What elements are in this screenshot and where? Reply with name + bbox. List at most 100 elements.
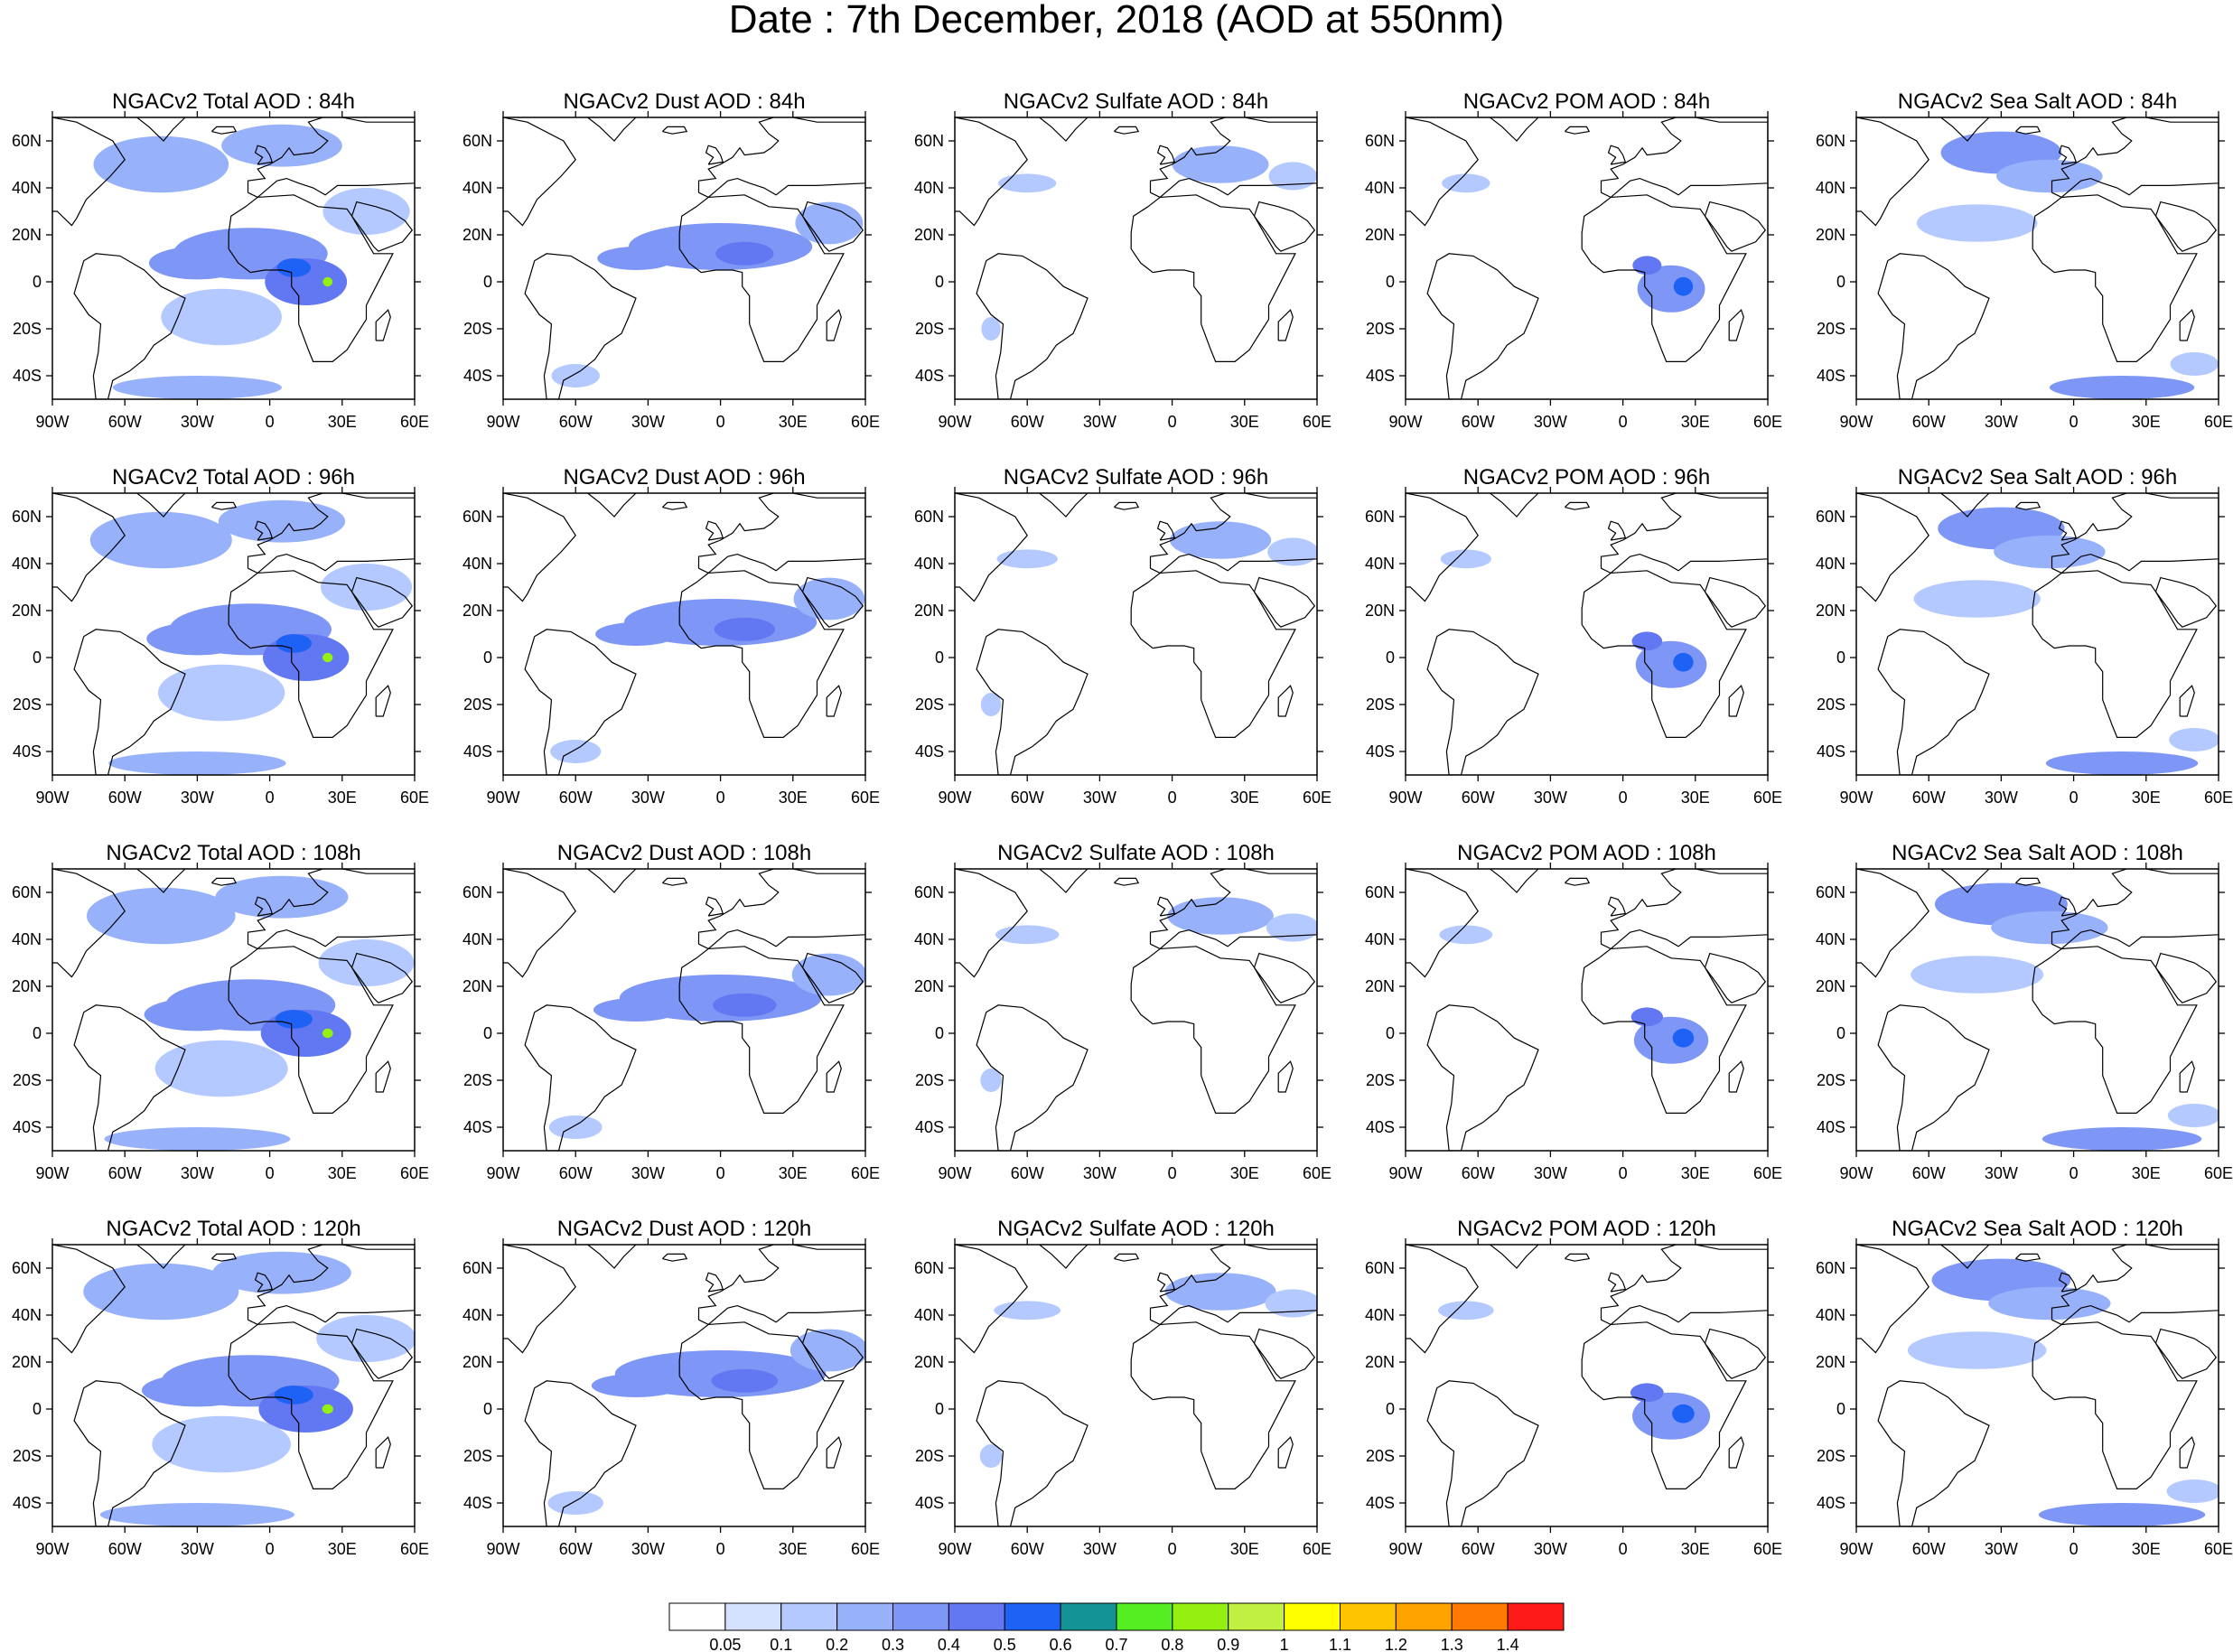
aod-panel-dust-96h: NGACv2 Dust AOD : 96h 90W 60W 30W 0 30E 60E 60N… — [462, 465, 880, 807]
lat-tick-label: 40N — [914, 930, 944, 948]
lon-tick-label: 60W — [1462, 789, 1495, 807]
aod-blob — [1265, 1289, 1317, 1318]
coastline-britain — [1607, 896, 1627, 917]
lat-tick-label: 40N — [462, 930, 492, 948]
lon-tick-label: 60E — [1753, 1540, 1782, 1558]
lat-tick-label: 40N — [914, 555, 944, 573]
colorbar-swatch — [1451, 1602, 1509, 1631]
panel-title: NGACv2 Total AOD : 120h — [106, 1217, 360, 1241]
lon-tick-label: 30W — [1083, 789, 1116, 807]
lon-tick-label: 60E — [400, 789, 429, 807]
coastline-africa — [1130, 1321, 1296, 1489]
lon-tick-label: 60W — [1011, 1540, 1044, 1558]
lat-tick-label: 20S — [1366, 320, 1395, 338]
aod-blob — [112, 376, 282, 399]
colorbar-swatch — [892, 1602, 949, 1631]
lon-tick-label: 0 — [1619, 1540, 1628, 1558]
coastline-north-america — [1856, 493, 1929, 602]
lon-tick-label: 60E — [1303, 1164, 1331, 1182]
lat-tick-label: 40S — [13, 367, 42, 385]
coastline-africa — [678, 946, 845, 1114]
lon-tick-label: 60E — [851, 789, 880, 807]
lat-tick-label: 20N — [462, 226, 492, 244]
coastline-africa — [1581, 946, 1747, 1114]
lon-tick-label: 30E — [1230, 1164, 1259, 1182]
lon-tick-label: 90W — [1839, 1164, 1873, 1182]
aod-blob — [1673, 276, 1694, 296]
lat-tick-label: 20S — [915, 320, 944, 338]
lat-tick-label: 40N — [462, 1306, 492, 1324]
lat-tick-label: 60N — [1365, 1259, 1395, 1277]
lat-tick-label: 40N — [1365, 179, 1395, 197]
coastline-europe — [1149, 1245, 1317, 1326]
coastline-britain — [254, 1272, 274, 1293]
coastline-madagascar — [826, 685, 842, 717]
aod-panel-pom-96h: NGACv2 POM AOD : 96h 90W 60W 30W 0 30E 60E 60N 4… — [1365, 465, 1782, 807]
lon-tick-label: 0 — [716, 789, 725, 807]
aod-blob — [789, 1329, 865, 1372]
aod-blob — [713, 993, 777, 1017]
colorbar-label: 0.5 — [994, 1636, 1016, 1652]
aod-blob — [2166, 1479, 2219, 1503]
aod-blob — [998, 173, 1057, 193]
lat-tick-label: 40S — [463, 1494, 492, 1512]
aod-blob — [93, 135, 229, 193]
aod-field — [1856, 1245, 2219, 1526]
aod-field — [52, 117, 415, 399]
lon-tick-label: 0 — [2069, 789, 2079, 807]
aod-field — [955, 117, 1317, 399]
colorbar-swatch — [1116, 1602, 1173, 1631]
lat-tick-label: 20N — [1365, 226, 1395, 244]
lat-tick-label: 60N — [1365, 132, 1395, 150]
aod-panel-seasalt-84h: NGACv2 Sea Salt AOD : 84h 90W 60W 30W 0 30E 60… — [1816, 89, 2233, 431]
lat-tick-label: 40N — [914, 179, 944, 197]
lon-tick-label: 90W — [1388, 1540, 1422, 1558]
coastline-europe — [2051, 869, 2219, 950]
aod-blob — [979, 1444, 1003, 1468]
lon-tick-label: 60W — [108, 1540, 142, 1558]
lon-tick-label: 30W — [631, 789, 665, 807]
lon-tick-label: 90W — [1839, 789, 1873, 807]
aod-panel-total-84h: NGACv2 Total AOD : 84h 90W 60W 30W 0 30E 60E 60… — [12, 89, 429, 431]
lon-tick-label: 60E — [400, 1164, 429, 1182]
coastline-north-america — [52, 117, 126, 227]
aod-blob — [316, 1315, 415, 1362]
coastline-britain — [1607, 145, 1627, 165]
coastline-north-america — [52, 869, 126, 978]
aod-blob — [1672, 1028, 1695, 1048]
lat-tick-label: 0 — [1836, 1400, 1845, 1418]
lon-tick-label: 60W — [559, 413, 593, 431]
aod-field — [1406, 117, 1768, 399]
lon-tick-label: 60W — [1912, 1540, 1946, 1558]
aod-blob — [595, 622, 677, 646]
aod-blob — [711, 1368, 779, 1393]
aod-blob — [274, 1386, 313, 1405]
aod-blob — [1913, 580, 2041, 618]
lat-tick-label: 60N — [12, 132, 42, 150]
lon-tick-label: 0 — [266, 1540, 275, 1558]
aod-blob — [715, 241, 774, 266]
aod-blob — [550, 740, 602, 763]
panel-title: NGACv2 Dust AOD : 84h — [563, 89, 805, 114]
lon-tick-label: 30E — [2132, 1164, 2161, 1182]
aod-blob — [1916, 204, 2038, 242]
lat-tick-label: 60N — [1816, 508, 1845, 526]
aod-blob — [791, 953, 865, 996]
lat-tick-label: 20S — [915, 1447, 944, 1465]
lat-tick-label: 20N — [462, 1353, 492, 1371]
colorbar-swatch — [780, 1602, 838, 1631]
coastline-greenland — [136, 1245, 186, 1269]
coastline-madagascar — [826, 1436, 842, 1469]
coastline-madagascar — [2179, 309, 2195, 341]
coastline-madagascar — [1728, 1436, 1744, 1469]
coastline-europe — [2051, 1245, 2219, 1326]
coastline-south-america — [524, 1004, 637, 1151]
coastline-south-america — [1877, 1380, 1990, 1526]
panel-title: NGACv2 Dust AOD : 120h — [557, 1217, 811, 1241]
aod-field — [52, 869, 415, 1151]
coastline-south-america — [524, 629, 637, 775]
aod-field — [955, 1245, 1317, 1526]
coastline-madagascar — [2179, 1060, 2195, 1093]
lat-tick-label: 0 — [1836, 649, 1845, 667]
